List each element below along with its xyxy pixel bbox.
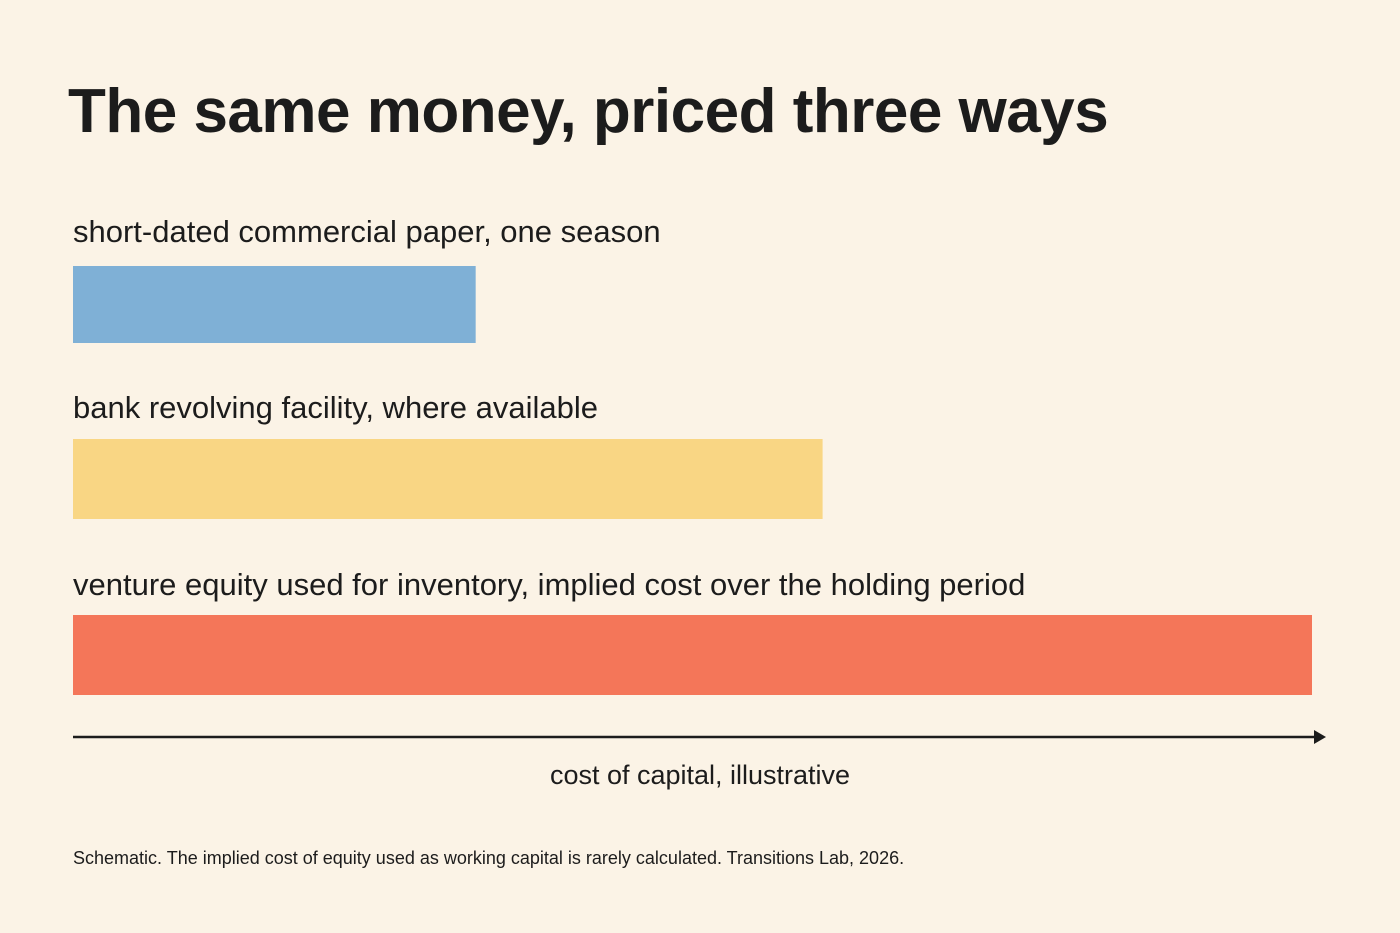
footnote: Schematic. The implied cost of equity us…: [73, 848, 905, 868]
bar-label: bank revolving facility, where available: [73, 390, 598, 425]
x-axis-arrow-icon: [1314, 730, 1326, 744]
x-axis: cost of capital, illustrative: [73, 730, 1326, 790]
bar: [73, 439, 823, 519]
bar: [73, 615, 1312, 695]
bar: [73, 266, 476, 343]
bar-label: short-dated commercial paper, one season: [73, 214, 661, 249]
x-axis-label: cost of capital, illustrative: [550, 760, 850, 790]
chart-title: The same money, priced three ways: [68, 77, 1109, 146]
bars-layer: short-dated commercial paper, one season…: [73, 214, 1312, 695]
bar-label: venture equity used for inventory, impli…: [73, 567, 1025, 602]
